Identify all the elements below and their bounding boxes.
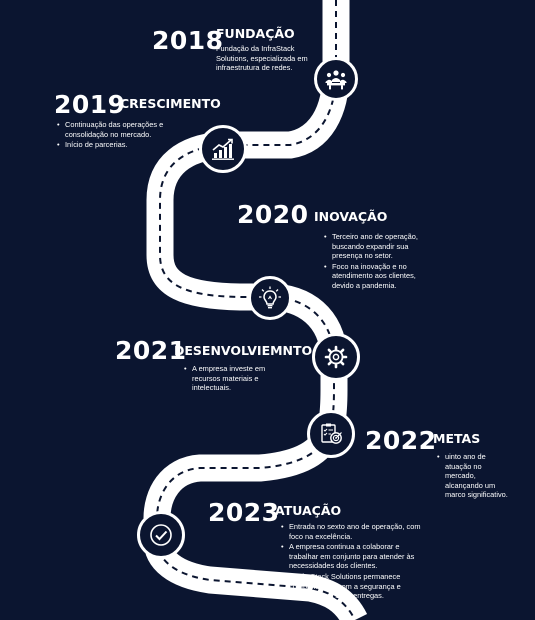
year-2019: 2019: [54, 90, 126, 119]
title-atuacao: ATUAÇÃO: [275, 503, 342, 518]
bullet-2021-1: A empresa investe em recursos materiais …: [184, 364, 283, 393]
year-2022: 2022: [365, 426, 437, 455]
clipboard-target-icon: [321, 423, 342, 444]
desc-2019: Continuação das operações e consolidação…: [56, 120, 176, 151]
desc-2021: A empresa investe em recursos materiais …: [183, 364, 283, 394]
gear-icon: [324, 345, 348, 369]
bullet-2020-1: Terceiro ano de operação, buscando expan…: [324, 232, 431, 261]
milestone-icon-2019: [199, 125, 247, 173]
desc-2018-text: Fundação da InfraStack Solutions, especi…: [216, 44, 308, 73]
desc-2023: Entrada no sexto ano de operação, com fo…: [280, 522, 422, 602]
desc-2020: Terceiro ano de operação, buscando expan…: [323, 232, 431, 292]
bullet-2022-1: uinto ano de atuação no mercado, alcança…: [437, 452, 508, 500]
desc-2022: uinto ano de atuação no mercado, alcança…: [436, 452, 508, 501]
bullet-2023-3: A InfraStack Solutions permanece comprom…: [281, 572, 422, 601]
title-fundacao: FUNDAÇÃO: [216, 26, 295, 41]
title-crescimento: CRESCIMENTO: [120, 96, 221, 111]
milestone-icon-2022: [307, 410, 355, 458]
title-desenvolvimento: DESENVOLVIEMNTO: [174, 343, 313, 358]
year-2020: 2020: [237, 200, 309, 229]
meeting-people-icon: [325, 70, 347, 90]
growth-chart-icon: [212, 138, 234, 160]
bullet-2019-1: Continuação das operações e consolidação…: [57, 120, 176, 139]
year-2023: 2023: [208, 498, 280, 527]
year-2018: 2018: [152, 26, 224, 55]
bullet-2023-1: Entrada no sexto ano de operação, com fo…: [281, 522, 422, 541]
milestone-icon-2018: [314, 57, 358, 101]
desc-2018: Fundação da InfraStack Solutions, especi…: [216, 44, 316, 73]
checkmark-icon: [150, 524, 172, 546]
year-2021: 2021: [115, 336, 187, 365]
title-inovacao: INOVAÇÃO: [314, 209, 388, 224]
milestone-icon-2021: [312, 333, 360, 381]
lightbulb-icon: [259, 286, 281, 309]
bullet-2020-2: Foco na inovação e no atendimento aos cl…: [324, 262, 431, 291]
title-metas: METAS: [433, 431, 481, 446]
milestone-icon-2023: [137, 511, 185, 559]
bullet-2023-2: A empresa continua a colaborar e trabalh…: [281, 542, 422, 571]
milestone-icon-2020: [248, 276, 292, 320]
bullet-2019-2: Início de parcerias.: [57, 140, 176, 150]
